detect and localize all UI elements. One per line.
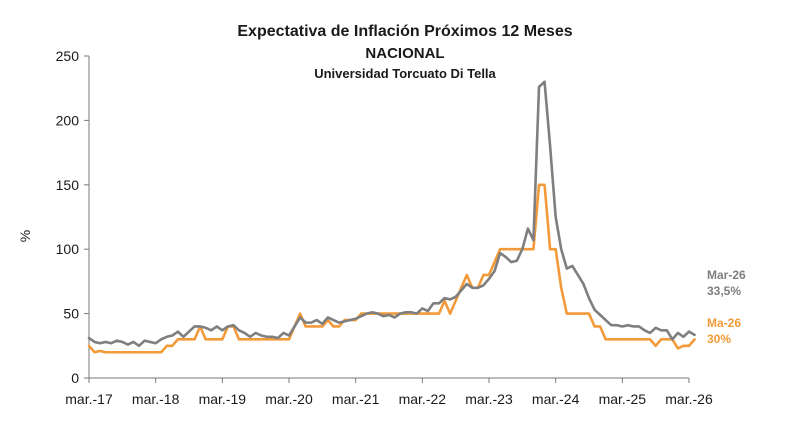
chart-source-line: Universidad Torcuato Di Tella (314, 66, 496, 81)
y-tick-label: 100 (56, 241, 80, 257)
x-tick-label: mar.-23 (465, 391, 513, 407)
chart-subtitle: NACIONAL (365, 45, 444, 62)
x-tick-label: mar.-24 (532, 391, 580, 407)
series-line-median (87, 183, 696, 354)
x-axis-ticks: mar.-17 mar.-18 mar.-19 mar.-20 mar.-21 mar.-… (65, 378, 713, 407)
y-tick-label: 0 (71, 370, 79, 386)
series-lines (87, 80, 696, 354)
end-label-median: Ma-26 (707, 316, 741, 330)
y-axis-label: % (17, 230, 33, 242)
x-tick-label: mar.-19 (199, 391, 247, 407)
x-tick-label: mar.-26 (665, 391, 713, 407)
y-axis-ticks: 0 50 100 150 200 250 (56, 48, 89, 386)
x-tick-label: mar.-22 (399, 391, 447, 407)
y-tick-label: 200 (56, 112, 80, 128)
end-label-mean: Mar-26 (707, 268, 746, 282)
axes (88, 56, 689, 379)
end-value-mean: 33,5% (707, 284, 741, 298)
y-tick-label: 150 (56, 177, 80, 193)
x-tick-label: mar.-21 (332, 391, 380, 407)
end-labels: Mar-26 33,5% Ma-26 30% (707, 268, 746, 346)
x-tick-label: mar.-18 (132, 391, 180, 407)
series-line-mean (87, 80, 696, 348)
x-tick-label: mar.-17 (65, 391, 113, 407)
chart-title: Expectativa de Inflación Próximos 12 Mes… (237, 23, 572, 40)
x-tick-label: mar.-20 (265, 391, 313, 407)
y-tick-label: 50 (63, 306, 79, 322)
end-value-median: 30% (707, 332, 731, 346)
y-tick-label: 250 (56, 48, 80, 64)
x-tick-label: mar.-25 (599, 391, 647, 407)
